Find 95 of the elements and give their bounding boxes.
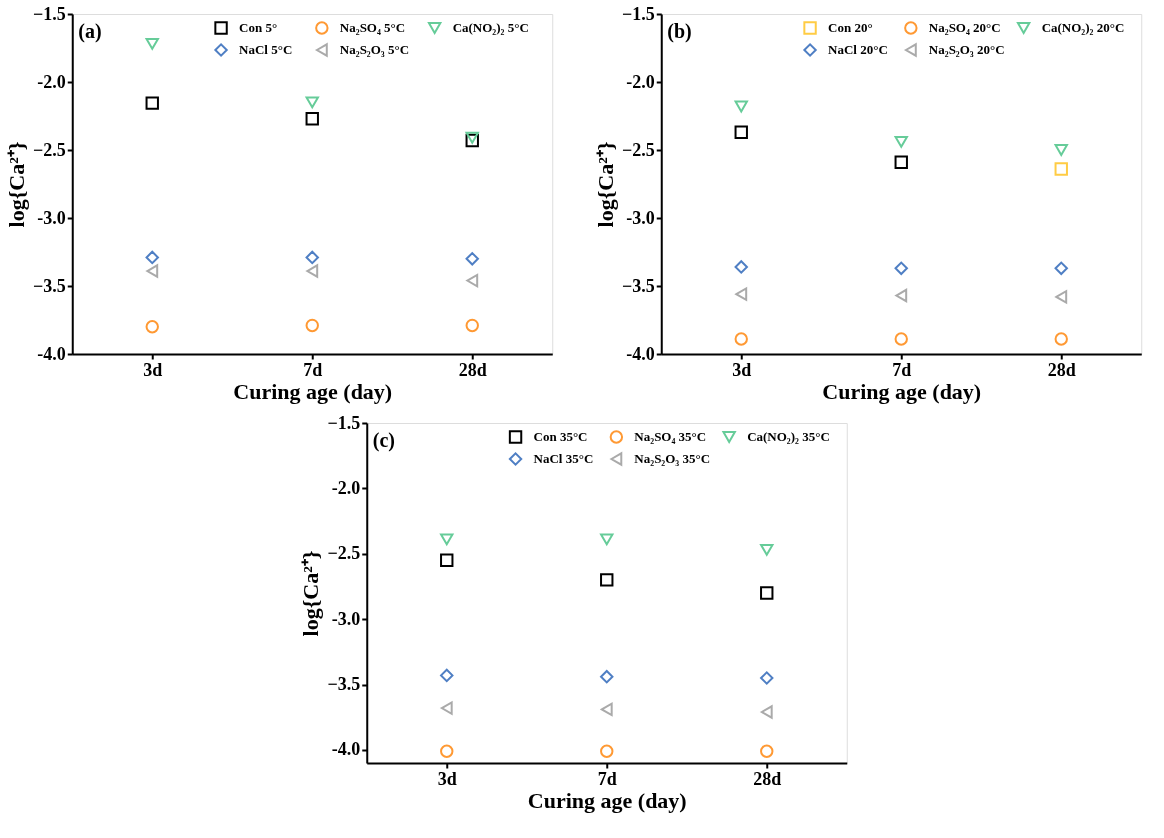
annotation: (a)	[78, 20, 102, 43]
y-tick-label: -3.0	[626, 207, 655, 228]
legend-label: Con 35°C	[533, 429, 588, 444]
y-tick-label: −3.5	[621, 275, 655, 296]
point	[894, 332, 908, 346]
x-axis-title: Curing age (day)	[822, 378, 982, 404]
y-tick-label: -2.0	[626, 71, 655, 92]
legend-label: Ca(NO₂)₂ 35°C	[747, 429, 830, 444]
point	[895, 288, 908, 303]
point	[734, 332, 748, 346]
point	[466, 273, 479, 288]
point	[760, 543, 774, 556]
point	[306, 264, 319, 278]
y-tick-label: −1.5	[621, 3, 655, 24]
x-tick-label: 3d	[732, 359, 752, 380]
legend-label: Con 5°	[239, 20, 278, 35]
y-tick-label: -4.0	[331, 739, 361, 760]
point	[440, 533, 454, 546]
point	[600, 702, 613, 717]
point	[465, 318, 479, 333]
y-tick-label: -4.0	[626, 343, 655, 364]
point	[305, 96, 319, 109]
point	[440, 553, 454, 568]
point	[735, 287, 748, 301]
x-tick-label: 7d	[892, 359, 912, 380]
legend-label: Na₂S₂O₃ 20°C	[928, 42, 1005, 57]
legend-label: NaCl 35°C	[533, 451, 594, 466]
y-tick-label: −3.5	[327, 674, 361, 695]
point	[600, 533, 614, 546]
legend-label: Na₂SO₄ 35°C	[634, 429, 707, 444]
point	[760, 705, 773, 719]
point	[734, 260, 748, 274]
legend-label: Na₂SO₄ 5°C	[339, 20, 406, 35]
point	[465, 252, 479, 266]
point	[305, 318, 319, 333]
legend-label: Na₂S₂O₃ 35°C	[634, 451, 711, 466]
point	[145, 96, 159, 110]
point	[734, 100, 748, 113]
y-tick-label: −2.5	[621, 139, 655, 160]
x-axis-title: Curing age (day)	[233, 378, 393, 404]
point	[146, 264, 159, 278]
y-tick-label: −1.5	[32, 3, 66, 24]
x-tick-label: 28d	[458, 359, 487, 380]
x-tick-label: 7d	[303, 359, 323, 380]
y-tick-label: -2.0	[331, 477, 361, 498]
x-axis-title: Curing age (day)	[527, 787, 687, 813]
x-tick-label: 3d	[437, 768, 457, 789]
point	[600, 744, 614, 758]
legend-label: NaCl 20°C	[828, 42, 888, 57]
point	[305, 250, 319, 265]
point	[465, 131, 479, 144]
legend-label: Con 20°	[828, 20, 873, 35]
x-tick-label: 7d	[597, 768, 617, 789]
point	[1054, 162, 1068, 176]
point	[760, 586, 774, 600]
point	[145, 250, 159, 265]
point	[1054, 332, 1068, 346]
point	[760, 744, 774, 758]
point	[600, 669, 614, 684]
y-tick-label: −1.5	[327, 412, 361, 433]
point	[440, 668, 454, 683]
x-tick-label: 3d	[143, 359, 163, 380]
legend-label: Na₂S₂O₃ 5°C	[339, 42, 410, 57]
point	[600, 573, 614, 587]
annotation: (c)	[372, 429, 395, 452]
legend-label: Na₂SO₄ 20°C	[928, 20, 1001, 35]
y-tick-label: -4.0	[37, 343, 66, 364]
point	[1054, 261, 1068, 276]
point	[894, 261, 908, 276]
y-tick-label: −3.5	[32, 275, 66, 296]
y-tick-label: -3.0	[331, 608, 361, 629]
point	[440, 744, 454, 758]
y-axis-title: log{Ca²⁺}	[3, 141, 29, 228]
annotation: (b)	[667, 20, 692, 43]
legend-label: NaCl 5°C	[239, 42, 293, 57]
y-tick-label: −2.5	[327, 543, 361, 564]
point	[1055, 290, 1068, 304]
x-tick-label: 28d	[1047, 359, 1076, 380]
point	[145, 320, 159, 334]
point	[1054, 144, 1068, 156]
point	[894, 155, 908, 169]
point	[734, 125, 748, 140]
x-tick-label: 28d	[753, 768, 782, 789]
point	[305, 112, 319, 126]
y-tick-label: -2.0	[37, 71, 66, 92]
legend-label: Ca(NO₂)₂ 5°C	[452, 20, 529, 35]
point	[145, 37, 159, 50]
point	[894, 135, 908, 148]
point	[440, 701, 453, 715]
legend-label: Ca(NO₂)₂ 20°C	[1041, 20, 1125, 35]
y-tick-label: -3.0	[37, 207, 66, 228]
y-axis-title: log{Ca²⁺}	[298, 550, 324, 637]
point	[760, 671, 774, 685]
y-axis-title: log{Ca²⁺}	[592, 141, 618, 228]
y-tick-label: −2.5	[32, 139, 66, 160]
